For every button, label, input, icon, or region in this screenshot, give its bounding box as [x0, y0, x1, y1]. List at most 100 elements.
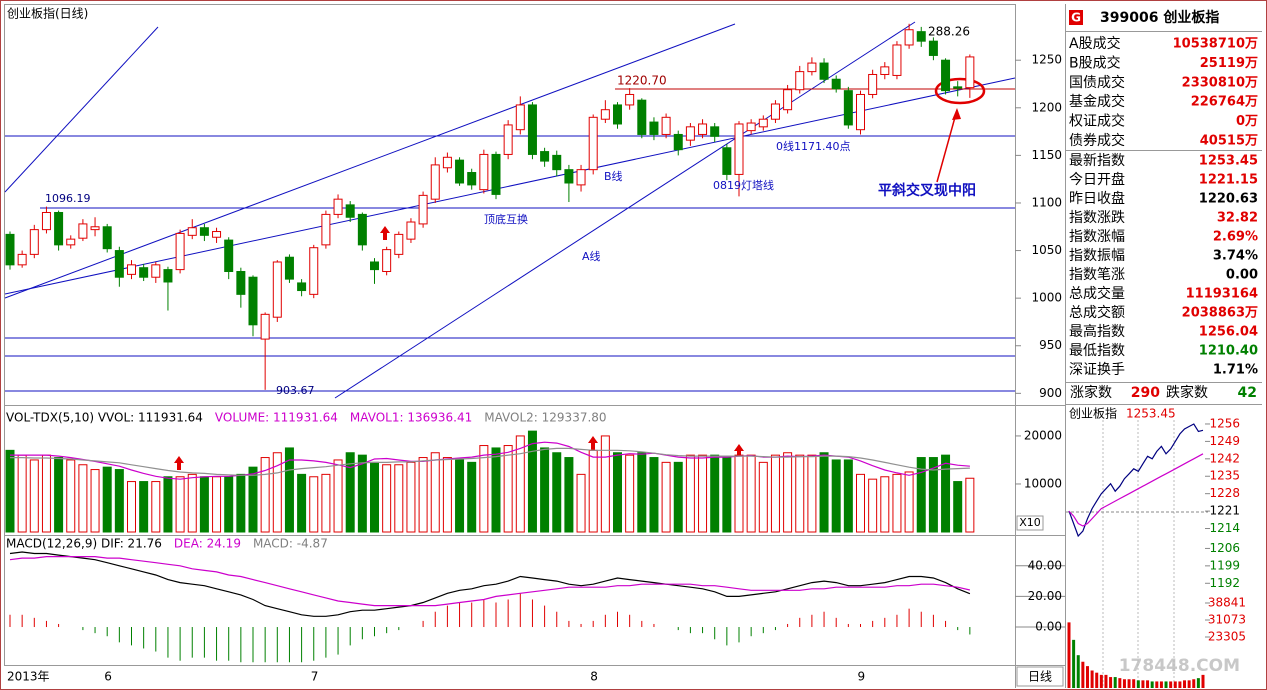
- trend-line: [334, 21, 916, 399]
- volume-bar: [418, 457, 428, 533]
- legend-entry: MAVOL2: 129337.80: [484, 411, 606, 425]
- volume-bar: [746, 454, 756, 533]
- legend-entry: VOLUME: 111931.64: [215, 411, 338, 425]
- volume-bar: [649, 457, 659, 533]
- scale-box: [1016, 515, 1044, 531]
- quote-value: 25119万: [1200, 56, 1258, 71]
- candle-body: [151, 264, 161, 278]
- volume-bar: [540, 447, 550, 533]
- quote-label: 最低指数: [1069, 343, 1125, 359]
- volume-bar: [114, 469, 124, 533]
- candle-body: [260, 313, 270, 340]
- volume-bar: [503, 445, 513, 533]
- x-tick-label: 7: [311, 670, 319, 684]
- quote-value: 1221.15: [1199, 173, 1258, 188]
- candle-body: [321, 213, 331, 246]
- volume-bar: [868, 478, 878, 533]
- candle-body: [236, 271, 246, 295]
- candle-body: [965, 56, 975, 89]
- candle-body: [5, 233, 15, 266]
- y-tick-label: 1228: [1209, 486, 1240, 500]
- volume-bar: [734, 454, 744, 533]
- candle-body: [892, 44, 902, 76]
- y-tick-label: 20.00: [1028, 589, 1062, 603]
- candle-body: [370, 261, 379, 271]
- quote-label: 国债成交: [1069, 74, 1125, 91]
- quote-label: 基金成交: [1069, 93, 1125, 110]
- up-arrow: [380, 226, 390, 240]
- candle-body: [467, 172, 477, 186]
- macd-line: [9, 551, 971, 617]
- candle-body: [455, 159, 465, 184]
- candle-body: [394, 233, 404, 255]
- volume-bar: [856, 473, 865, 533]
- volume-bar: [345, 452, 355, 533]
- volume-bar: [357, 454, 367, 533]
- breadth-value: 42: [1238, 385, 1257, 401]
- volume-ma-line: [10, 447, 970, 476]
- quote-value: 2.69%: [1213, 230, 1258, 245]
- quote-value: 10538710万: [1173, 37, 1258, 52]
- candle-body: [564, 169, 574, 184]
- quote-label: 指数涨跌: [1069, 210, 1125, 226]
- candle-body: [649, 121, 659, 135]
- macd-line: [9, 555, 971, 607]
- up-arrow: [588, 436, 598, 450]
- intraday-line: [1068, 423, 1204, 538]
- volume-bar: [673, 461, 683, 533]
- volume-bar: [66, 459, 76, 533]
- x-tick-label: 2013年: [7, 670, 50, 684]
- quote-value: 40515万: [1200, 134, 1258, 149]
- volume-bar: [455, 459, 465, 533]
- intraday-line: [1068, 453, 1204, 527]
- quote-value: 1253.45: [1199, 154, 1258, 169]
- volume-bar: [795, 454, 805, 533]
- quote-label: 总成交额: [1069, 304, 1125, 321]
- candle-body: [212, 231, 222, 238]
- volume-bar: [843, 459, 853, 533]
- y-tick-label: 1242: [1209, 451, 1240, 465]
- candle-body: [187, 227, 197, 236]
- watermark: 178448.COM: [1119, 656, 1240, 676]
- y-tick-label: 1199: [1209, 558, 1240, 572]
- candle-body: [540, 151, 550, 162]
- legend-entry: VOL-TDX(5,10) VVOL: 111931.64: [6, 411, 203, 425]
- volume-bar: [394, 464, 404, 533]
- y-tick-label: 40.00: [1028, 558, 1062, 572]
- candle-body: [831, 78, 841, 90]
- volume-bar: [807, 454, 817, 533]
- candle-body: [953, 86, 963, 89]
- candle-body: [880, 66, 890, 75]
- candle-body: [770, 103, 780, 120]
- quote-value: 3.74%: [1213, 249, 1258, 264]
- volume-bar: [831, 459, 841, 533]
- volume-bar: [78, 464, 88, 533]
- y-tick-label: 1250: [1031, 53, 1062, 67]
- candle-body: [515, 104, 525, 131]
- annotation: 顶底互换: [484, 212, 528, 226]
- quote-value: 2038863万: [1182, 306, 1258, 321]
- y2-tick-label: 38841: [1208, 596, 1246, 610]
- annotation: B线: [604, 169, 623, 183]
- quote-label: 债券成交: [1069, 132, 1125, 149]
- volume-bar: [127, 481, 136, 533]
- volume-bar: [151, 481, 161, 533]
- volume-bar: [613, 452, 622, 533]
- trend-line: [4, 23, 736, 299]
- up-arrow: [734, 444, 744, 458]
- candle-body: [503, 124, 513, 155]
- volume-bar: [527, 430, 537, 533]
- candle-body: [856, 93, 865, 131]
- candle-body: [114, 250, 124, 278]
- period-label: 日线: [1028, 670, 1052, 684]
- volume-bar: [953, 481, 963, 533]
- y-tick-label: 1256: [1209, 416, 1240, 430]
- y-tick-label: 0.00: [1035, 620, 1062, 634]
- y-tick-label: 1100: [1031, 195, 1062, 209]
- volume-bar: [321, 473, 331, 533]
- candle-body: [199, 227, 209, 236]
- volume-bar: [710, 454, 720, 533]
- volume-bar: [139, 481, 149, 533]
